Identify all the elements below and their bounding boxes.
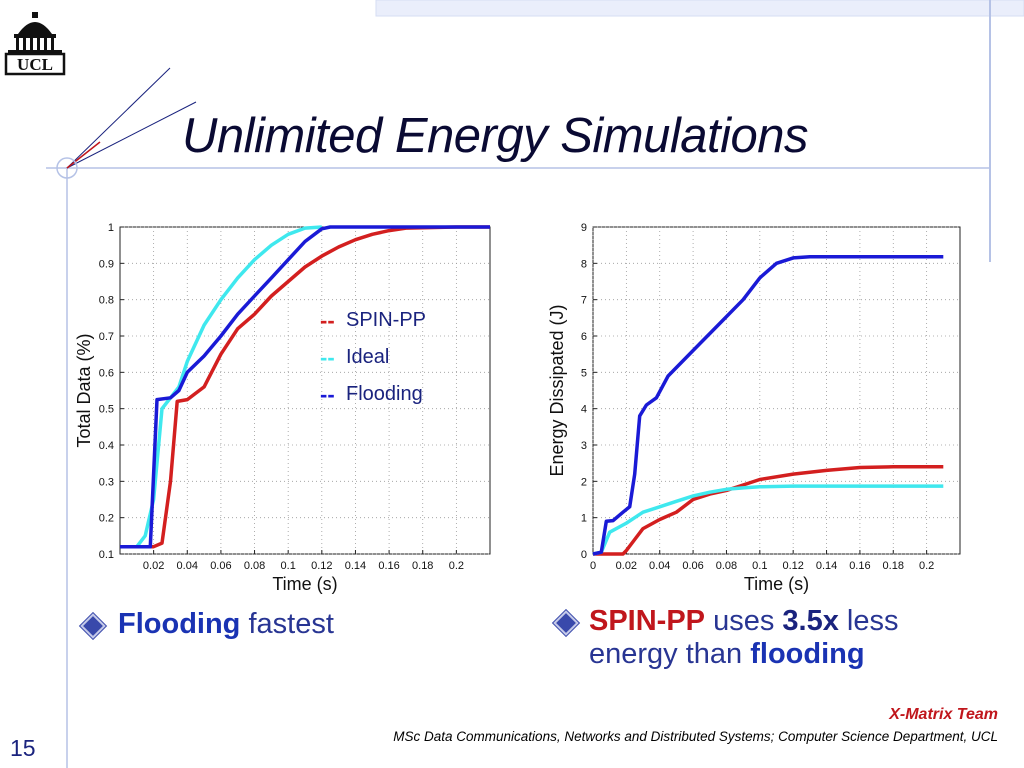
- bullet-diamond-icon: [80, 613, 106, 639]
- y-tick-label: 3: [581, 440, 587, 452]
- x-tick-label: 0.04: [649, 560, 670, 572]
- bullet1-rest: fastest: [240, 608, 334, 640]
- chart-legend: -- SPIN-PP -- Ideal -- Flooding: [320, 302, 426, 413]
- total-data-chart: 0.02 0.04 0.06 0.08 0.1 0.12 0.14 0.16 0.18 0.2 0.…: [74, 222, 491, 594]
- legend-label-spin-pp: SPIN-PP: [346, 309, 427, 331]
- legend-swatch-ideal: --: [320, 344, 335, 370]
- y-tick-label: 4: [581, 404, 587, 416]
- legend-item-flooding: -- Flooding: [320, 376, 426, 413]
- x-tick-label: 0.14: [816, 560, 837, 572]
- x-tick-label: 0.08: [716, 560, 737, 572]
- x-tick-label: 0.16: [849, 560, 870, 572]
- deco-line-1: [66, 67, 171, 169]
- x-tick-label: 0: [590, 560, 596, 572]
- x-tick-label: 0.06: [682, 560, 703, 572]
- y-tick-label: 1: [581, 513, 587, 525]
- y-tick-label: 0.1: [99, 549, 114, 561]
- footer-department: MSc Data Communications, Networks and Di…: [393, 729, 998, 744]
- series-line-flooding: [592, 255, 944, 556]
- slide-title: Unlimited Energy Simulations: [182, 109, 809, 163]
- x-axis-label: Time (s): [272, 574, 337, 594]
- bullet-flooding-fastest: Flooding fastest: [80, 608, 334, 641]
- x-tick-label: 0.18: [883, 560, 904, 572]
- y-axis-label: Energy Dissipated (J): [548, 304, 567, 476]
- series-line-spin-pp: [120, 225, 490, 549]
- x-tick-label: 0.06: [210, 560, 231, 572]
- energy-dissipated-chart: 0 0.02 0.04 0.06 0.08 0.1 0.12 0.14 0.16 0.18 0.2 0…: [548, 222, 961, 594]
- deco-line-red: [66, 141, 101, 169]
- svg-text:UCL: UCL: [17, 55, 53, 74]
- x-tick-label: 0.14: [345, 560, 366, 572]
- x-tick-label: 0.16: [378, 560, 399, 572]
- x-tick-label: 0.02: [143, 560, 164, 572]
- top-band: [376, 0, 1024, 16]
- y-tick-label: 1: [108, 222, 114, 234]
- plot-area: [592, 226, 961, 555]
- x-tick-label: 0.2: [449, 560, 464, 572]
- x-tick-label: 0.18: [412, 560, 433, 572]
- deco-circle: [56, 157, 78, 179]
- x-tick-label: 0.12: [782, 560, 803, 572]
- x-tick-label: 0.12: [311, 560, 332, 572]
- series-line-spin-pp: [593, 465, 944, 556]
- x-tick-label: 0.08: [244, 560, 265, 572]
- legend-item-ideal: -- Ideal: [320, 339, 426, 376]
- legend-swatch-flooding: --: [320, 381, 335, 407]
- bullet-spin-energy: SPIN-PP uses 3.5x less energy than flood…: [553, 605, 993, 671]
- series-line-ideal: [135, 225, 322, 548]
- bullet-diamond-icon: [553, 610, 579, 636]
- y-tick-label: 0.5: [99, 404, 114, 416]
- bullet2-uses: uses: [705, 605, 783, 637]
- y-tick-label: 2: [581, 476, 587, 488]
- x-tick-label: 0.1: [281, 560, 296, 572]
- top-band-pattern: [375, 0, 1024, 17]
- y-tick-label: 8: [581, 258, 587, 270]
- bullet2-after: less energy than: [589, 605, 899, 670]
- x-tick-label: 0.1: [752, 560, 767, 572]
- legend-swatch-spin-pp: --: [320, 307, 335, 333]
- y-tick-label: 7: [581, 295, 587, 307]
- y-tick-label: 0.7: [99, 331, 114, 343]
- bullet1-strong: Flooding: [118, 608, 241, 640]
- y-tick-label: 0.9: [99, 258, 114, 270]
- plot-area: [119, 226, 491, 555]
- slide-number: 15: [10, 735, 36, 761]
- y-tick-label: 0.3: [99, 476, 114, 488]
- y-tick-label: 0.6: [99, 367, 114, 379]
- y-tick-label: 0.2: [99, 513, 114, 525]
- y-tick-label: 0.8: [99, 295, 114, 307]
- bullet2-factor: 3.5x: [782, 605, 839, 637]
- y-tick-label: 5: [581, 367, 587, 379]
- series-line-flooding: [120, 225, 490, 549]
- footer-team: X-Matrix Team: [889, 706, 998, 723]
- x-tick-label: 0.04: [177, 560, 198, 572]
- x-tick-label: 0.2: [919, 560, 934, 572]
- y-axis-label: Total Data (%): [74, 333, 94, 447]
- legend-item-spin-pp: -- SPIN-PP: [320, 302, 426, 339]
- bullet2-spin: SPIN-PP: [589, 605, 706, 637]
- y-tick-label: 6: [581, 331, 587, 343]
- x-tick-label: 0.02: [616, 560, 637, 572]
- series-line-ideal: [592, 484, 944, 556]
- ucl-logo: UCL: [4, 12, 66, 76]
- y-tick-label: 0: [581, 549, 587, 561]
- y-tick-label: 9: [581, 222, 587, 234]
- x-axis-label: Time (s): [744, 574, 809, 594]
- bullet2-flooding: flooding: [750, 638, 865, 670]
- deco-line-2: [66, 101, 197, 169]
- y-tick-label: 0.4: [99, 440, 114, 452]
- legend-label-flooding: Flooding: [346, 383, 423, 405]
- legend-label-ideal: Ideal: [346, 346, 390, 368]
